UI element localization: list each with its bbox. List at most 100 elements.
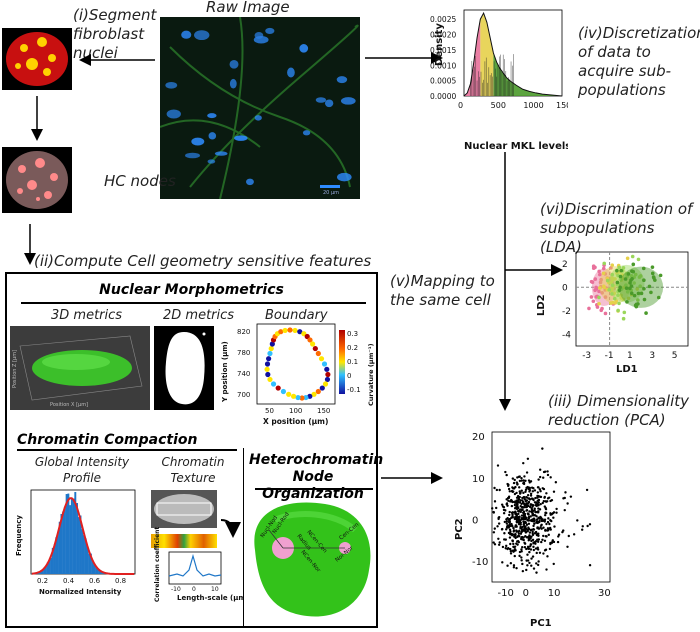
nucleus-blob bbox=[181, 30, 192, 39]
boundary-point bbox=[307, 337, 313, 343]
pca-point bbox=[545, 522, 548, 526]
density-ytick: 0.0015 bbox=[430, 46, 456, 55]
pca-point bbox=[542, 526, 545, 529]
pca-point bbox=[531, 530, 534, 534]
pca-point bbox=[496, 525, 499, 528]
lda-point bbox=[595, 305, 600, 309]
pca-point bbox=[536, 563, 540, 567]
pca-point bbox=[538, 475, 542, 479]
lda-point bbox=[629, 291, 634, 296]
boundary-point bbox=[295, 394, 301, 401]
pca-point bbox=[545, 500, 548, 503]
pca-point bbox=[507, 487, 511, 491]
hist-xtick-0: 0.2 bbox=[37, 577, 48, 585]
global-intensity-label: Global Intensity Profile bbox=[34, 455, 130, 485]
density-xtick: 1000 bbox=[523, 101, 543, 110]
pca-point bbox=[545, 568, 548, 571]
cbar-tick-1: 0.2 bbox=[347, 344, 358, 352]
nuclear-morphometrics-title: Nuclear Morphometrics bbox=[99, 282, 284, 298]
pca-point bbox=[511, 487, 515, 490]
pca-point bbox=[508, 523, 511, 526]
hc-organization-title: Heterochromatin Node Organization bbox=[249, 452, 384, 502]
pca-point bbox=[521, 525, 524, 529]
hist-bar bbox=[74, 492, 77, 574]
pca-point bbox=[515, 521, 519, 524]
nucleus-blob bbox=[299, 44, 309, 53]
pca-point bbox=[555, 511, 558, 514]
pca-point bbox=[497, 522, 501, 525]
pca-point bbox=[522, 496, 525, 499]
boundary-point bbox=[321, 361, 328, 367]
lda-point bbox=[597, 289, 601, 294]
nucleus-blob bbox=[165, 81, 178, 89]
pca-point bbox=[539, 526, 542, 529]
pca-point bbox=[508, 547, 512, 551]
pca-point bbox=[512, 566, 516, 569]
boundary-ytick-1: 780 bbox=[237, 349, 250, 357]
lda-point bbox=[636, 291, 641, 296]
hist-bar bbox=[48, 560, 51, 574]
pca-point bbox=[525, 509, 528, 512]
boundary-xtick-1: 100 bbox=[289, 407, 302, 415]
pca-point bbox=[497, 516, 500, 520]
pca-point bbox=[505, 518, 508, 521]
lda-point bbox=[642, 286, 646, 291]
lda-point bbox=[630, 254, 635, 259]
pca-point bbox=[534, 501, 538, 504]
pca-point bbox=[542, 534, 545, 538]
pca-point bbox=[539, 495, 542, 499]
lda-point bbox=[629, 274, 634, 278]
boundary-xtick-0: 50 bbox=[265, 407, 274, 415]
lda-point bbox=[633, 272, 638, 277]
pca-point bbox=[506, 482, 509, 486]
nucleus-blob bbox=[254, 31, 264, 39]
pca-point bbox=[526, 553, 529, 556]
pca-point bbox=[532, 567, 536, 570]
pca-point bbox=[531, 490, 535, 493]
nucleus-blob bbox=[287, 67, 295, 78]
lda-point bbox=[594, 295, 599, 299]
nucleus-blob bbox=[208, 132, 217, 140]
pca-point bbox=[550, 519, 553, 523]
pca-point bbox=[493, 527, 496, 530]
corr-xtick-0: -10 bbox=[171, 586, 181, 593]
pca-point bbox=[492, 511, 496, 514]
lda-point bbox=[636, 257, 641, 262]
lda-xtick: -3 bbox=[582, 351, 591, 361]
metrics-2d-mask bbox=[154, 326, 214, 410]
lda-point bbox=[624, 283, 628, 287]
pca-point bbox=[496, 464, 500, 467]
pca-point bbox=[512, 481, 516, 485]
hist-bar bbox=[53, 544, 56, 574]
pca-point bbox=[513, 545, 517, 548]
lda-point bbox=[618, 277, 623, 282]
pca-point bbox=[507, 496, 511, 500]
lda-point bbox=[631, 269, 636, 274]
pca-point bbox=[524, 517, 528, 520]
pca-point bbox=[513, 554, 516, 558]
pca-point bbox=[498, 541, 501, 544]
pca-point bbox=[531, 555, 535, 558]
pca-point bbox=[538, 508, 542, 511]
step-discretization-label: (iv)Discretization of data to acquire su… bbox=[578, 24, 700, 99]
pca-point bbox=[514, 533, 517, 536]
pca-point bbox=[523, 512, 527, 516]
pca-point bbox=[514, 549, 517, 552]
pca-point bbox=[535, 503, 539, 506]
lda-point bbox=[618, 274, 623, 279]
nucleus-blob bbox=[315, 97, 327, 103]
pca-frame bbox=[491, 431, 611, 583]
lda-point bbox=[589, 279, 594, 284]
boundary-point bbox=[315, 388, 321, 395]
pca-point bbox=[520, 548, 523, 551]
pca-point bbox=[511, 539, 514, 542]
pca-point bbox=[509, 549, 513, 553]
lda-point bbox=[598, 280, 603, 285]
pca-point bbox=[509, 552, 513, 555]
pca-point bbox=[518, 550, 522, 554]
pca-point bbox=[530, 557, 533, 560]
pca-point bbox=[519, 491, 522, 495]
nucleus-blob bbox=[229, 59, 239, 69]
step-mapping-label: (v)Mapping to the same cell bbox=[390, 272, 495, 309]
pca-point bbox=[541, 501, 544, 505]
